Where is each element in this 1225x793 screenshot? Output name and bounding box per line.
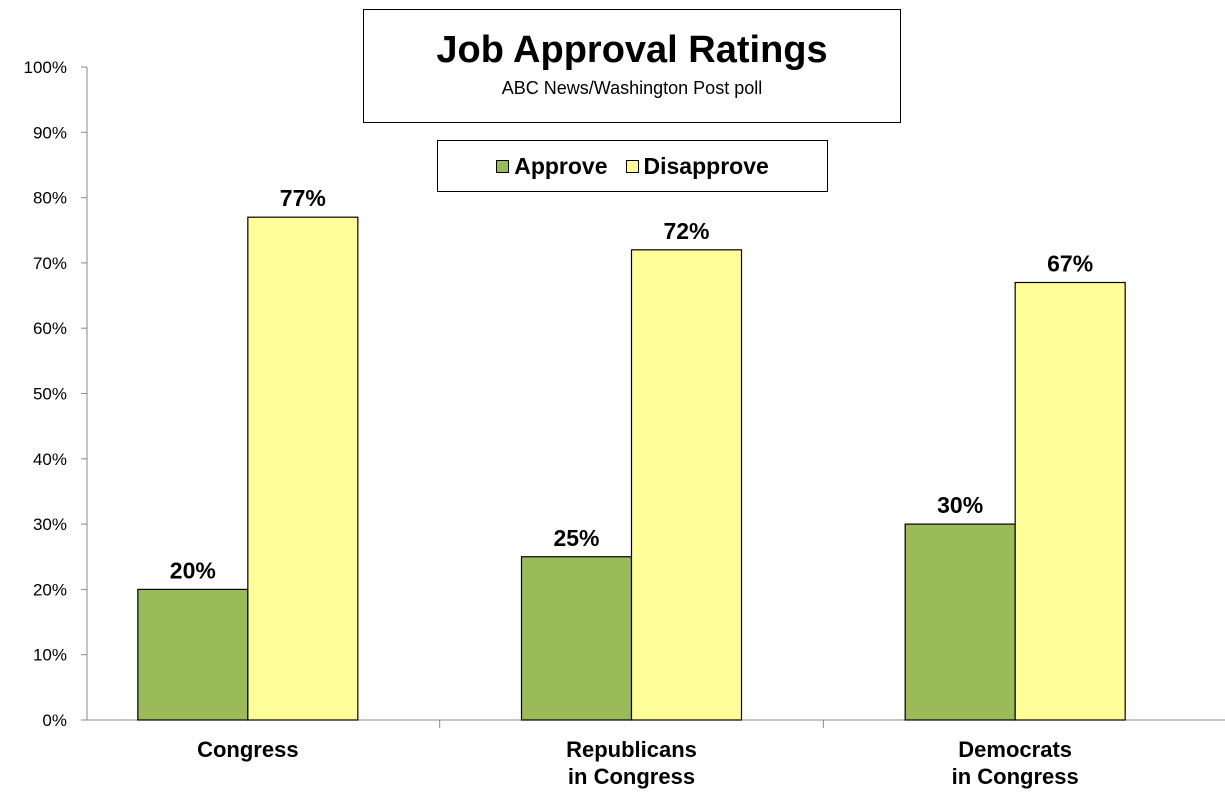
y-tick-label: 90% bbox=[33, 123, 67, 142]
legend-item-approve: Approve bbox=[496, 152, 608, 180]
bar-disapprove-1 bbox=[630, 249, 743, 721]
x-tick-label: Republicans bbox=[566, 737, 697, 762]
y-tick-label: 30% bbox=[33, 515, 67, 534]
y-tick-label: 100% bbox=[24, 58, 67, 77]
chart-title-box: Job Approval Ratings ABC News/Washington… bbox=[363, 9, 901, 123]
x-tick-label: Congress bbox=[197, 737, 298, 762]
data-label: 72% bbox=[663, 218, 709, 244]
chart-subtitle: ABC News/Washington Post poll bbox=[501, 78, 763, 98]
y-tick-label: 0% bbox=[42, 711, 67, 730]
bar-disapprove-0 bbox=[247, 216, 359, 721]
legend-swatch-approve bbox=[496, 159, 510, 173]
y-tick-label: 60% bbox=[33, 319, 67, 338]
legend-swatch-disapprove bbox=[625, 159, 639, 173]
legend: Approve Disapprove bbox=[437, 140, 828, 192]
chart-title: Job Approval Ratings bbox=[436, 29, 828, 71]
legend-label-approve: Approve bbox=[514, 152, 608, 179]
data-label: 20% bbox=[170, 557, 216, 583]
bar-approve-0 bbox=[137, 588, 249, 721]
data-label: 30% bbox=[937, 492, 983, 518]
bar-disapprove-2 bbox=[1014, 281, 1126, 721]
bar-approve-2 bbox=[904, 523, 1016, 721]
y-tick-label: 10% bbox=[33, 646, 67, 665]
legend-item-disapprove: Disapprove bbox=[625, 152, 769, 180]
y-tick-label: 20% bbox=[33, 580, 67, 599]
x-tick-label: Democrats bbox=[958, 737, 1072, 762]
x-tick-label: in Congress bbox=[952, 764, 1079, 789]
y-tick-label: 70% bbox=[33, 254, 67, 273]
y-tick-label: 80% bbox=[33, 189, 67, 208]
x-tick-label: in Congress bbox=[568, 764, 695, 789]
bar-approve-1 bbox=[520, 556, 633, 721]
data-label: 25% bbox=[553, 525, 599, 551]
data-label: 67% bbox=[1047, 250, 1093, 276]
y-tick-label: 40% bbox=[33, 450, 67, 469]
y-tick-label: 50% bbox=[33, 385, 67, 404]
data-label: 77% bbox=[280, 185, 326, 211]
legend-label-disapprove: Disapprove bbox=[643, 152, 769, 179]
